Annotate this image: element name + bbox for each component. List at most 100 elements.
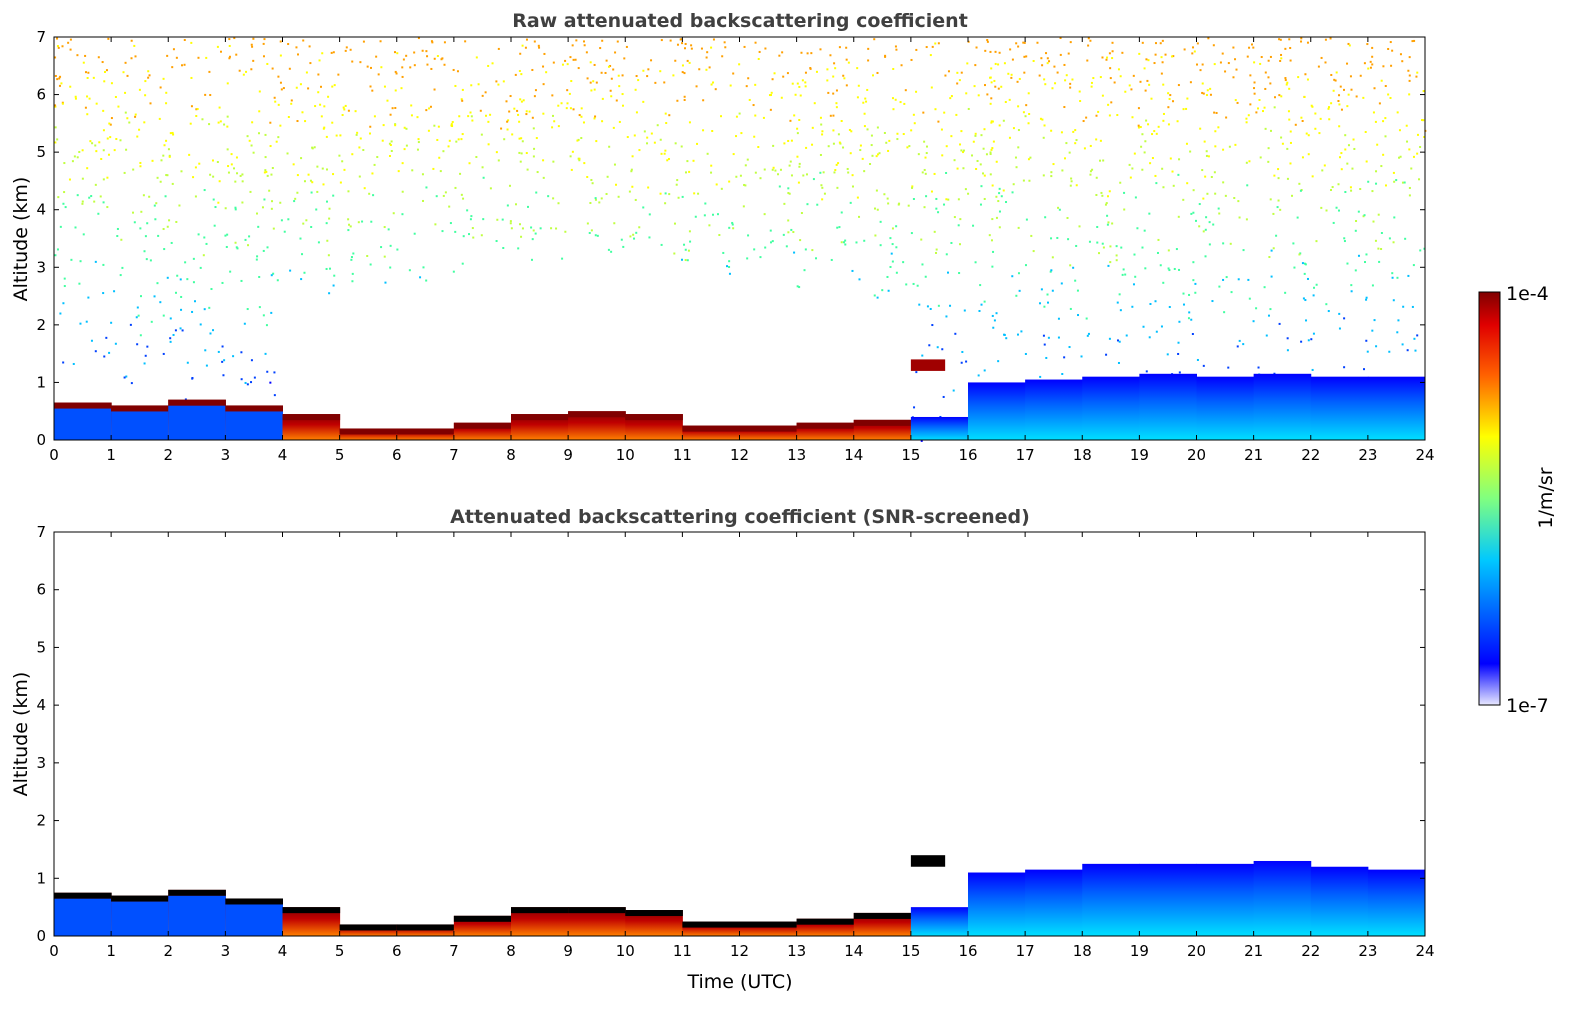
noise-pixel <box>337 73 340 76</box>
noise-pixel <box>1248 297 1251 300</box>
x-tick-label: 22 <box>1301 942 1320 960</box>
noise-pixel <box>607 65 610 68</box>
noise-pixel <box>1177 84 1180 87</box>
noise-pixel <box>68 178 71 181</box>
noise-pixel <box>100 157 103 160</box>
noise-pixel <box>209 332 212 335</box>
noise-pixel <box>1264 71 1267 74</box>
noise-pixel <box>905 283 908 286</box>
noise-pixel <box>230 153 233 156</box>
noise-pixel <box>186 278 189 281</box>
noise-pixel <box>165 102 168 105</box>
noise-pixel <box>1420 119 1423 122</box>
noise-pixel <box>1222 181 1225 184</box>
noise-pixel <box>1242 249 1245 252</box>
noise-pixel <box>86 76 89 79</box>
noise-pixel <box>401 162 404 165</box>
noise-pixel <box>780 96 783 99</box>
noise-pixel <box>574 58 577 61</box>
x-tick-label: 4 <box>278 942 288 960</box>
noise-pixel <box>944 74 947 77</box>
noise-pixel <box>419 276 422 279</box>
noise-pixel <box>976 159 979 162</box>
noise-pixel <box>1230 291 1233 294</box>
noise-pixel <box>1056 71 1059 74</box>
noise-pixel <box>638 226 641 229</box>
noise-pixel <box>819 116 822 119</box>
noise-pixel <box>178 204 181 207</box>
noise-pixel <box>307 173 310 176</box>
noise-pixel <box>616 40 619 43</box>
x-tick-label: 21 <box>1244 446 1263 464</box>
noise-pixel <box>361 220 364 223</box>
noise-pixel <box>371 172 374 175</box>
noise-pixel <box>622 245 625 248</box>
noise-pixel <box>277 103 280 106</box>
noise-pixel <box>1273 106 1276 109</box>
noise-pixel <box>1354 229 1357 232</box>
noise-pixel <box>1325 209 1328 212</box>
noise-pixel <box>748 98 751 101</box>
noise-pixel <box>400 87 403 90</box>
noise-pixel <box>519 52 522 55</box>
noise-pixel <box>287 43 290 46</box>
noise-pixel <box>1221 52 1224 55</box>
noise-pixel <box>1280 57 1283 60</box>
noise-pixel <box>788 164 791 167</box>
noise-pixel <box>1307 153 1310 156</box>
noise-pixel <box>961 350 964 353</box>
noise-pixel <box>1153 62 1156 65</box>
noise-pixel <box>1149 302 1152 305</box>
noise-pixel <box>936 346 939 349</box>
noise-pixel <box>790 228 793 231</box>
noise-pixel <box>95 102 98 105</box>
noise-pixel <box>1281 142 1284 145</box>
noise-pixel <box>143 250 146 253</box>
noise-pixel <box>830 258 833 261</box>
noise-pixel <box>798 162 801 165</box>
noise-pixel <box>234 180 237 183</box>
noise-pixel <box>1253 87 1256 90</box>
noise-pixel <box>252 59 255 62</box>
noise-pixel <box>659 138 662 141</box>
noise-pixel <box>646 75 649 78</box>
noise-pixel <box>1032 250 1035 253</box>
noise-pixel <box>179 327 182 330</box>
noise-pixel <box>564 59 567 62</box>
noise-pixel <box>320 115 323 118</box>
layer-bin <box>910 416 969 440</box>
noise-pixel <box>829 54 832 57</box>
noise-pixel <box>688 121 691 124</box>
x-tick-label: 1 <box>106 446 116 464</box>
noise-pixel <box>1057 336 1060 339</box>
noise-pixel <box>109 136 112 139</box>
noise-pixel <box>945 315 948 318</box>
noise-pixel <box>332 173 335 176</box>
noise-pixel <box>97 56 100 59</box>
noise-pixel <box>97 212 100 215</box>
noise-pixel <box>962 151 965 154</box>
layer-top-bin <box>282 414 341 421</box>
noise-pixel <box>425 50 428 53</box>
noise-pixel <box>989 102 992 105</box>
noise-pixel <box>921 263 924 266</box>
noise-pixel <box>1029 156 1032 159</box>
noise-pixel <box>489 113 492 116</box>
noise-pixel <box>1392 299 1395 302</box>
noise-pixel <box>995 216 998 219</box>
noise-pixel <box>1107 221 1110 224</box>
below-layer-bin <box>225 411 283 440</box>
noise-pixel <box>1018 77 1021 80</box>
colorbar-label: 1/m/sr <box>1535 467 1557 528</box>
noise-pixel <box>1154 53 1157 56</box>
noise-pixel <box>1105 202 1108 205</box>
layer-top-bin <box>111 405 169 412</box>
noise-pixel <box>362 40 365 43</box>
noise-pixel <box>595 140 598 143</box>
noise-pixel <box>654 81 657 84</box>
noise-pixel <box>349 225 352 228</box>
noise-pixel <box>1259 62 1262 65</box>
noise-pixel <box>1416 152 1419 155</box>
noise-pixel <box>648 236 651 239</box>
noise-pixel <box>928 344 931 347</box>
